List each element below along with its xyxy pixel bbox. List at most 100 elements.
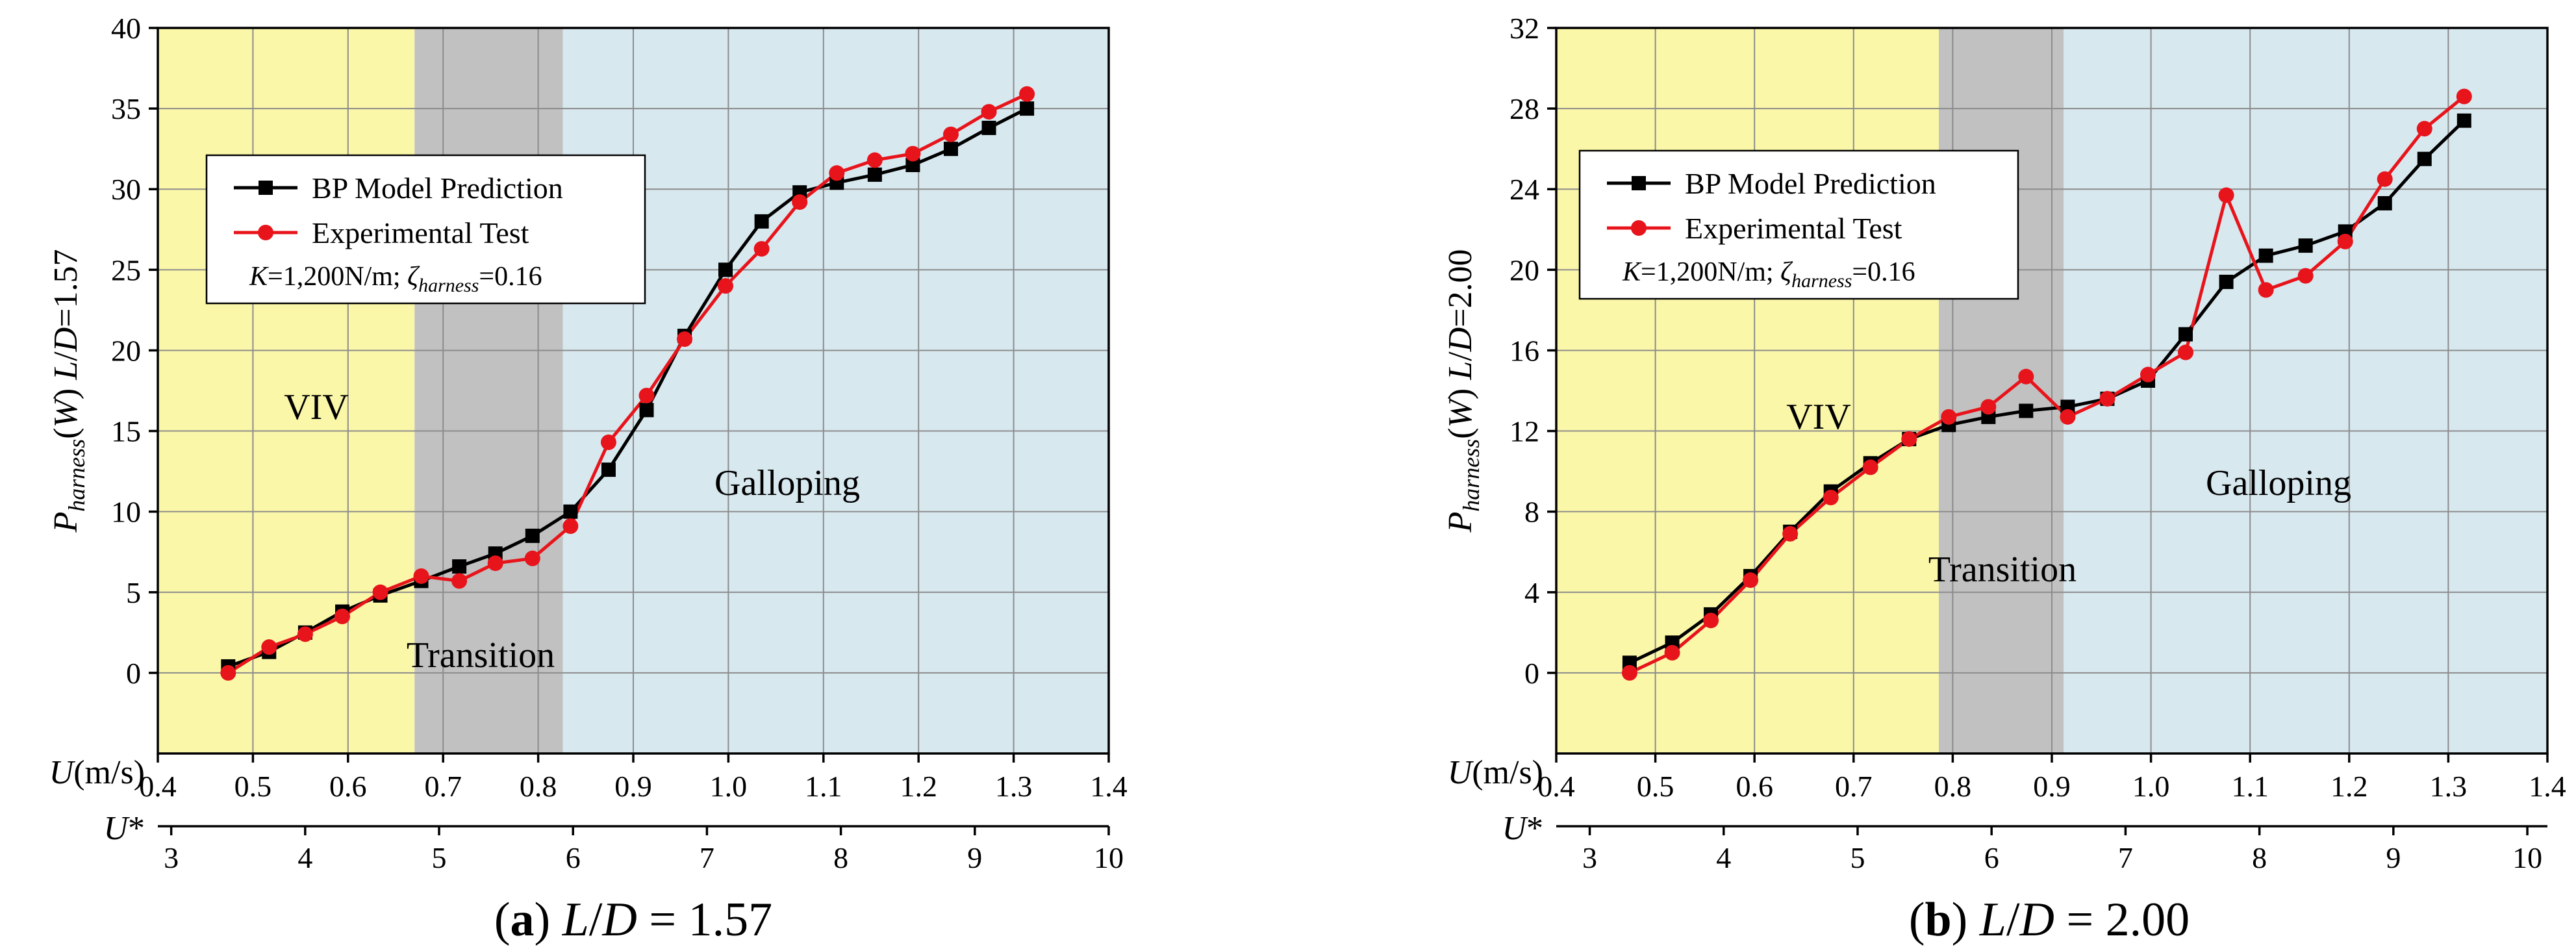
- exp-point: [1664, 644, 1680, 661]
- x-tick-label: 1.4: [2529, 770, 2566, 803]
- legend-a: BP Model Prediction Experimental Test K=…: [205, 154, 646, 305]
- legend-params-b: K=1,200N/m; ζharness=0.16: [1622, 257, 1915, 292]
- region-galloping: [562, 28, 1109, 753]
- x-tick-label: 0.8: [520, 770, 557, 803]
- y-tick-label: 35: [111, 92, 141, 125]
- ustar-tick-labels-a: 3 4 5 6 7 8 9 10: [164, 841, 1124, 874]
- x-tick-labels-b: 0.4 0.5 0.6 0.7 0.8 0.9 1.0 1.1 1.2 1.3 1.4: [1537, 770, 2566, 803]
- exp-point: [451, 573, 468, 589]
- series-line-bp-model: [1628, 119, 2466, 664]
- x-tick-label: 0.6: [329, 770, 367, 803]
- exp-point: [792, 194, 808, 210]
- legend-marker-bp-b: [1632, 176, 1646, 190]
- exp-point: [905, 146, 921, 162]
- exp-point: [718, 278, 734, 294]
- ustar-tick-label: 5: [432, 841, 447, 874]
- bp-point: [2456, 113, 2471, 128]
- legend-b: BP Model Prediction Experimental Test K=…: [1578, 149, 2019, 300]
- bp-point: [2258, 248, 2273, 263]
- exp-point: [524, 550, 540, 566]
- region-transition: [1939, 28, 2064, 753]
- x-tick-label: 1.2: [900, 770, 937, 803]
- y-tick-labels-b: 0 4 8 12 16 20 24 28 32: [1509, 12, 1539, 690]
- y-tick-label: 4: [1524, 576, 1539, 609]
- legend-label-exp-b: Experimental Test: [1685, 212, 1902, 245]
- y-tick-label: 20: [111, 334, 141, 367]
- bp-point: [2298, 238, 2313, 253]
- x-tick-label: 1.3: [995, 770, 1033, 803]
- region-viv: [1556, 28, 1939, 753]
- ustar-tick-label: 10: [1094, 841, 1124, 874]
- exp-point: [220, 664, 236, 681]
- exp-point: [829, 165, 845, 181]
- bp-point: [2019, 403, 2034, 418]
- y-tick-label: 5: [126, 576, 141, 609]
- bp-point: [2178, 327, 2193, 342]
- y-tick-label: 20: [1509, 253, 1539, 286]
- legend-box-b: [1578, 149, 2019, 300]
- exp-point: [1743, 572, 1759, 588]
- ustar-tick-label: 7: [700, 841, 714, 874]
- region-galloping: [2064, 28, 2547, 753]
- x-tick-label: 0.7: [424, 770, 462, 803]
- ustar-tick-label: 5: [1850, 841, 1865, 874]
- legend-params-a: K=1,200N/m; ζharness=0.16: [249, 262, 542, 296]
- ustar-tick-label: 4: [1716, 841, 1731, 874]
- exp-point: [1901, 431, 1917, 447]
- bp-point: [981, 120, 996, 135]
- exp-point: [1980, 399, 1997, 415]
- exp-point: [2018, 368, 2034, 385]
- ustar-tick-label: 3: [1582, 841, 1597, 874]
- region-label-transition: Transition: [1928, 550, 2077, 590]
- series-markers-a: [220, 86, 1035, 681]
- y-tick-label: 15: [111, 415, 141, 448]
- x-tick-label: 0.6: [1736, 770, 1773, 803]
- ustar-tick-label: 10: [2512, 841, 2542, 874]
- exp-point: [677, 331, 693, 348]
- exp-point: [866, 152, 883, 168]
- y-tick-labels-a: 0 5 10 15 20 25 30 35 40: [111, 12, 141, 690]
- exp-point: [372, 584, 388, 600]
- exp-point: [2456, 88, 2472, 105]
- x-tick-label: 0.7: [1835, 770, 1873, 803]
- y-tick-label: 16: [1509, 334, 1539, 367]
- exp-point: [753, 241, 770, 257]
- x-tick-label: 1.1: [805, 770, 842, 803]
- x-tick-label: 1.4: [1090, 770, 1128, 803]
- exp-point: [1862, 459, 1878, 475]
- ustar-tick-label: 9: [2386, 841, 2401, 874]
- exp-point: [2140, 366, 2156, 383]
- panel-b: VIV Transition Galloping BP Model Predicti…: [1442, 12, 2566, 946]
- region-viv: [158, 28, 415, 753]
- exp-point: [335, 609, 351, 625]
- y-tick-label: 30: [111, 173, 141, 206]
- exp-point: [1941, 409, 1957, 425]
- exp-point: [2337, 233, 2353, 249]
- bp-point: [718, 262, 733, 277]
- legend-marker-exp-a: [258, 225, 273, 240]
- series-lines-b: [1628, 95, 2466, 675]
- ustar-axis-label-a: U*: [103, 810, 145, 847]
- exp-point: [1823, 489, 1839, 505]
- legend-box-a: [205, 154, 646, 305]
- ustar-tick-label: 7: [2118, 841, 2133, 874]
- ustar-tick-label: 6: [566, 841, 581, 874]
- region-label-galloping: Galloping: [714, 463, 860, 503]
- exp-point: [638, 387, 655, 403]
- ustar-tick-label: 8: [833, 841, 848, 874]
- exp-point: [2218, 187, 2234, 203]
- exp-point: [487, 555, 503, 572]
- y-tick-label: 24: [1509, 173, 1539, 206]
- exp-point: [261, 639, 277, 655]
- y-tick-label: 0: [126, 657, 141, 690]
- x-tick-labels-a: 0.4 0.5 0.6 0.7 0.8 0.9 1.0 1.1 1.2 1.3 1.4: [139, 770, 1128, 803]
- y-tick-label: 28: [1509, 92, 1539, 125]
- region-label-viv: VIV: [1786, 397, 1851, 437]
- bp-point: [754, 214, 769, 229]
- bp-point: [525, 528, 540, 543]
- bp-point: [601, 462, 616, 477]
- y-axis-label-b: Pharness(W) L/D=2.00: [1442, 249, 1484, 533]
- exp-point: [942, 126, 959, 142]
- legend-label-exp-a: Experimental Test: [312, 216, 529, 249]
- exp-point: [2377, 171, 2393, 187]
